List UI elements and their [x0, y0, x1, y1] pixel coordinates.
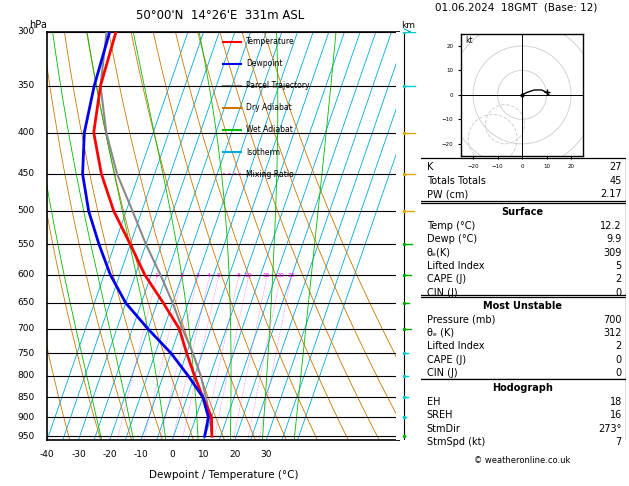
Text: 309: 309 — [603, 247, 621, 258]
Text: 15: 15 — [263, 273, 270, 278]
Text: 5: 5 — [615, 261, 621, 271]
Text: 6: 6 — [401, 186, 407, 195]
Text: 9.9: 9.9 — [606, 234, 621, 244]
Text: Parcel Trajectory: Parcel Trajectory — [246, 81, 309, 90]
Text: 4: 4 — [207, 273, 211, 278]
Text: LCL: LCL — [401, 430, 415, 438]
Text: CIN (J): CIN (J) — [426, 368, 457, 379]
Text: 900: 900 — [18, 413, 35, 422]
Text: 400: 400 — [18, 128, 35, 137]
Bar — [418, 297, 626, 379]
Text: Most Unstable: Most Unstable — [482, 301, 562, 311]
Text: Dewp (°C): Dewp (°C) — [426, 234, 477, 244]
Text: -20: -20 — [103, 450, 117, 459]
Text: 8: 8 — [401, 88, 407, 97]
Text: Totals Totals: Totals Totals — [426, 176, 486, 186]
Text: 5: 5 — [216, 273, 220, 278]
Bar — [418, 380, 626, 443]
Text: 50°00'N  14°26'E  331m ASL: 50°00'N 14°26'E 331m ASL — [136, 9, 304, 22]
Text: 500: 500 — [18, 207, 35, 215]
Text: 7: 7 — [401, 138, 407, 147]
Text: 273°: 273° — [598, 424, 621, 434]
Text: 10: 10 — [198, 450, 209, 459]
Text: 25: 25 — [287, 273, 295, 278]
Text: 20: 20 — [276, 273, 284, 278]
Text: ASL: ASL — [401, 38, 418, 47]
Text: Dry Adiabat: Dry Adiabat — [246, 104, 292, 112]
Text: 4: 4 — [401, 279, 407, 289]
Text: 2.17: 2.17 — [600, 189, 621, 199]
Text: 8: 8 — [237, 273, 240, 278]
Text: -30: -30 — [71, 450, 86, 459]
Text: 10: 10 — [244, 273, 252, 278]
Text: 2: 2 — [615, 275, 621, 284]
Text: 450: 450 — [18, 170, 35, 178]
Text: Mixing Ratio (g/kg): Mixing Ratio (g/kg) — [451, 196, 460, 276]
Text: 800: 800 — [18, 371, 35, 381]
Text: 550: 550 — [18, 240, 35, 249]
Text: Temp (°C): Temp (°C) — [426, 221, 475, 230]
Text: Dewpoint: Dewpoint — [246, 59, 282, 69]
Text: CAPE (J): CAPE (J) — [426, 355, 465, 365]
Text: 700: 700 — [18, 325, 35, 333]
Text: 850: 850 — [18, 393, 35, 401]
Text: hPa: hPa — [30, 19, 47, 30]
Text: 12.2: 12.2 — [600, 221, 621, 230]
Text: -10: -10 — [134, 450, 148, 459]
Text: 7: 7 — [615, 437, 621, 448]
Text: 0: 0 — [616, 355, 621, 365]
Text: 3: 3 — [401, 325, 407, 334]
Text: θₑ(K): θₑ(K) — [426, 247, 450, 258]
Text: Mixing Ratio: Mixing Ratio — [246, 170, 294, 178]
Text: Temperature: Temperature — [246, 37, 295, 46]
Text: Hodograph: Hodograph — [492, 383, 552, 394]
Text: Isotherm: Isotherm — [246, 148, 280, 156]
Text: km: km — [401, 20, 415, 30]
Text: 312: 312 — [603, 328, 621, 338]
Text: K: K — [426, 162, 433, 172]
Text: 2: 2 — [180, 273, 184, 278]
Text: StmSpd (kt): StmSpd (kt) — [426, 437, 485, 448]
Text: 1: 1 — [401, 412, 407, 421]
Bar — [418, 203, 626, 295]
Text: 1: 1 — [155, 273, 159, 278]
Text: 16: 16 — [610, 411, 621, 420]
Text: Wet Adiabat: Wet Adiabat — [246, 125, 293, 135]
Text: 5: 5 — [401, 233, 407, 243]
Text: 18: 18 — [610, 397, 621, 407]
Text: θₑ (K): θₑ (K) — [426, 328, 454, 338]
Text: CIN (J): CIN (J) — [426, 288, 457, 298]
Text: 950: 950 — [18, 432, 35, 441]
Text: 30: 30 — [260, 450, 272, 459]
Text: EH: EH — [426, 397, 440, 407]
Text: StmDir: StmDir — [426, 424, 460, 434]
Bar — [418, 158, 626, 201]
Text: Lifted Index: Lifted Index — [426, 261, 484, 271]
Text: -40: -40 — [40, 450, 55, 459]
Text: 27: 27 — [610, 162, 621, 172]
Text: 45: 45 — [610, 176, 621, 186]
Text: 600: 600 — [18, 270, 35, 279]
Text: Pressure (mb): Pressure (mb) — [426, 314, 495, 325]
Text: 0: 0 — [170, 450, 175, 459]
Text: 20: 20 — [230, 450, 241, 459]
Text: 0: 0 — [616, 288, 621, 298]
Text: 2: 2 — [615, 342, 621, 351]
Text: © weatheronline.co.uk: © weatheronline.co.uk — [474, 456, 571, 465]
Text: 2: 2 — [401, 369, 407, 378]
Text: 750: 750 — [18, 348, 35, 358]
Text: 350: 350 — [18, 81, 35, 90]
Text: 01.06.2024  18GMT  (Base: 12): 01.06.2024 18GMT (Base: 12) — [435, 2, 597, 12]
Text: 650: 650 — [18, 298, 35, 308]
Text: PW (cm): PW (cm) — [426, 189, 468, 199]
Text: CAPE (J): CAPE (J) — [426, 275, 465, 284]
Text: SREH: SREH — [426, 411, 453, 420]
Text: 3: 3 — [196, 273, 199, 278]
Text: 0: 0 — [616, 368, 621, 379]
Text: Surface: Surface — [501, 207, 543, 217]
Text: 300: 300 — [18, 27, 35, 36]
Text: 700: 700 — [603, 314, 621, 325]
Text: Lifted Index: Lifted Index — [426, 342, 484, 351]
Text: Dewpoint / Temperature (°C): Dewpoint / Temperature (°C) — [148, 470, 298, 481]
